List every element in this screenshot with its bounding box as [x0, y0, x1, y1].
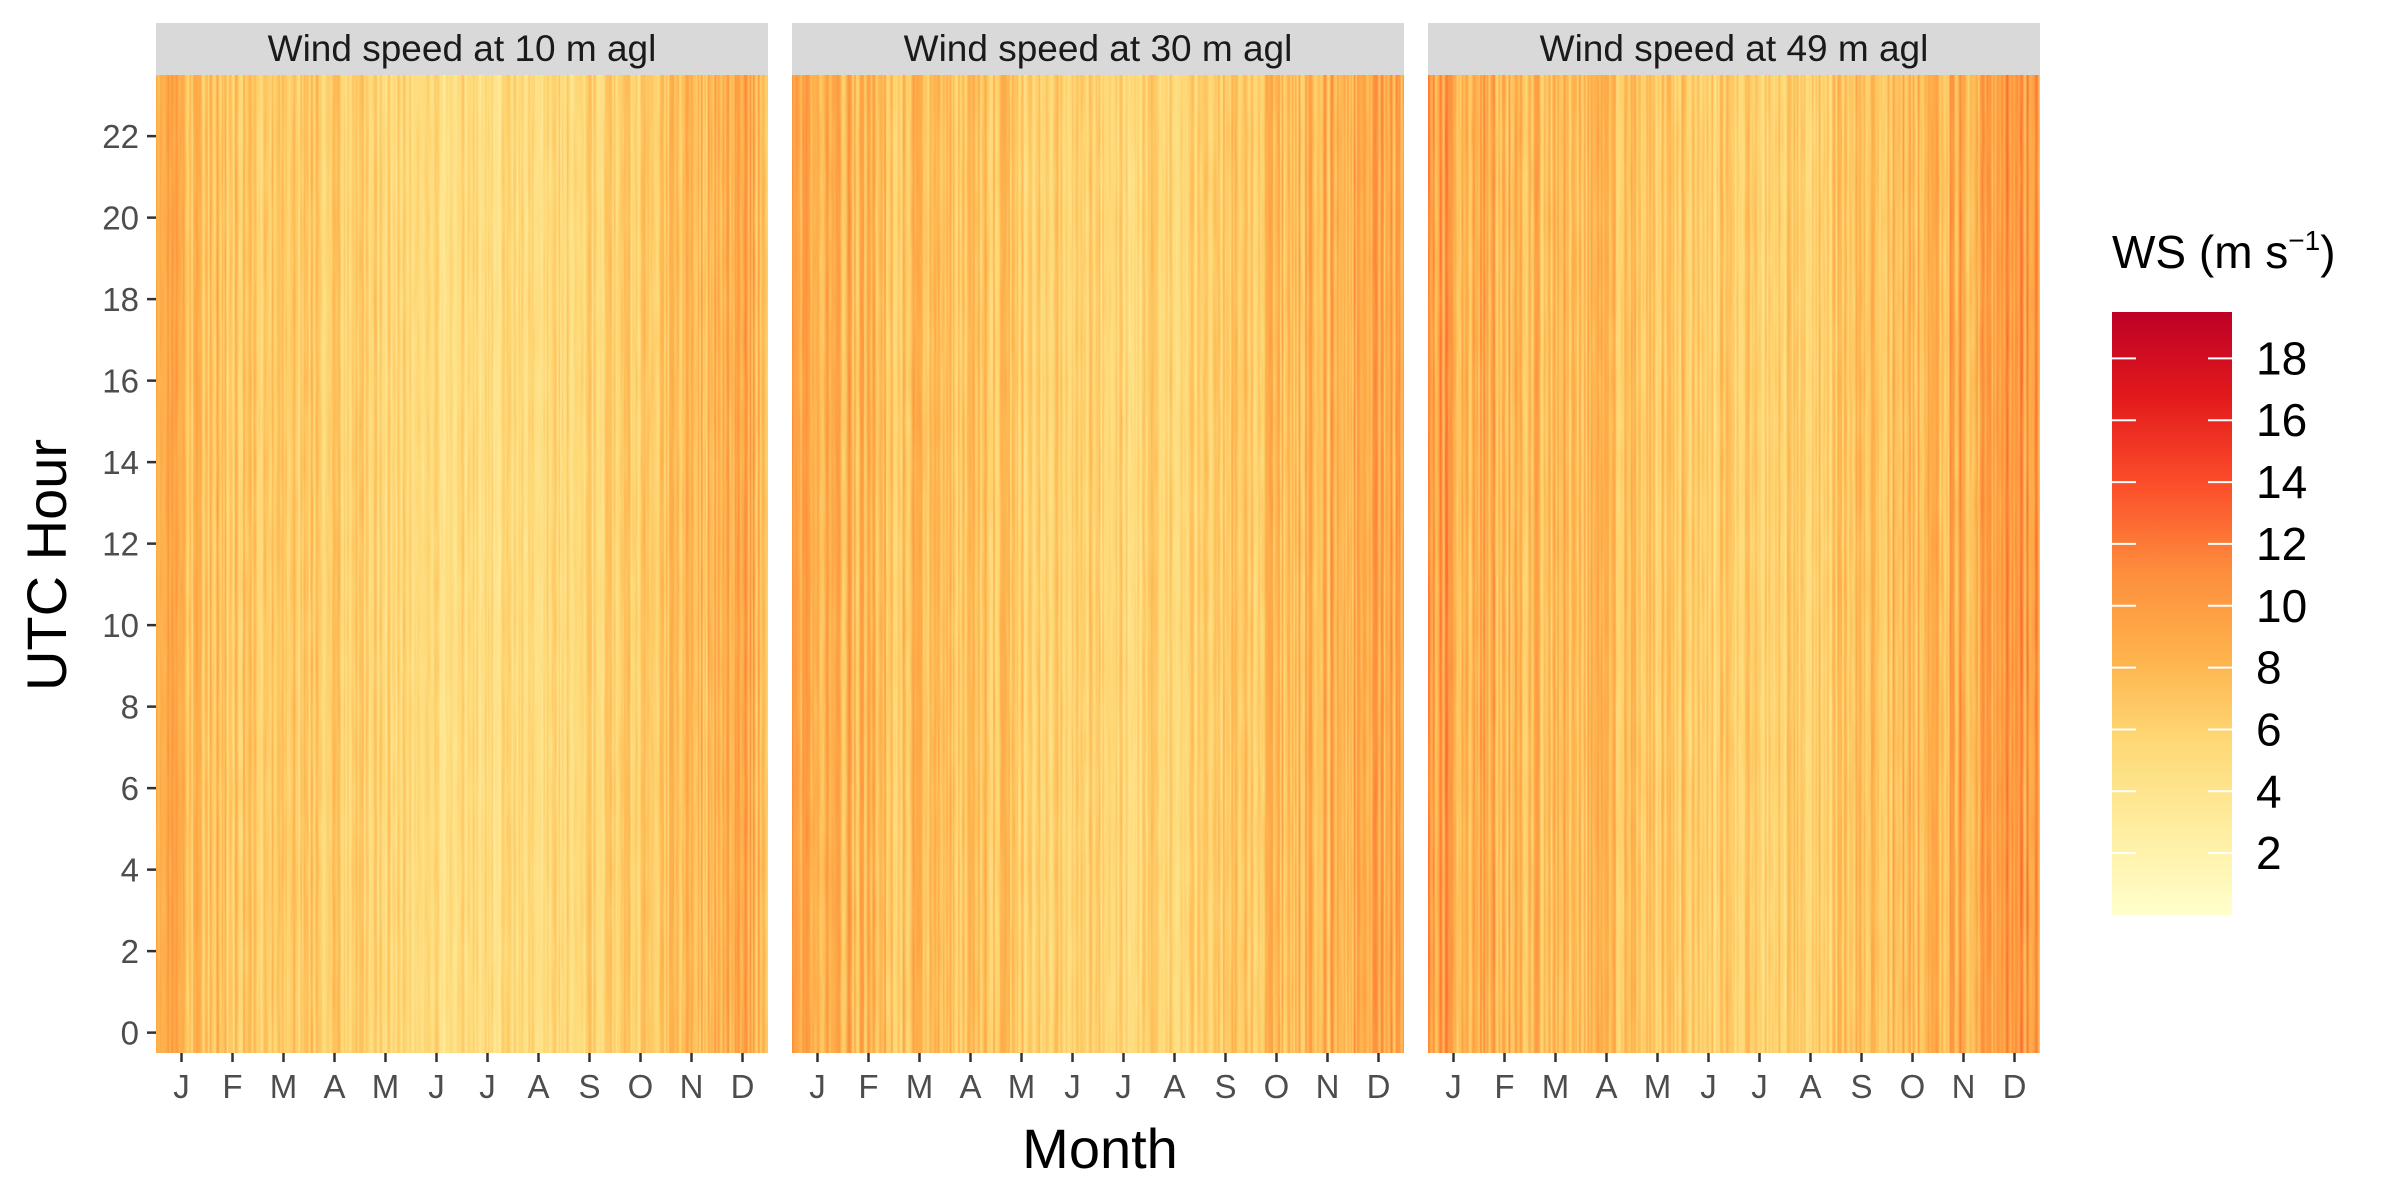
- x-tick-label: J: [173, 1068, 190, 1105]
- y-tick-label: 14: [102, 444, 139, 481]
- y-tick-label: 10: [102, 607, 139, 644]
- facet-strip: [156, 23, 768, 75]
- x-tick-label: J: [1064, 1068, 1081, 1105]
- x-tick-label: J: [479, 1068, 496, 1105]
- legend-tick-label: 12: [2256, 518, 2307, 570]
- x-tick-label: A: [1799, 1068, 1821, 1105]
- legend-tick-label: 16: [2256, 394, 2307, 446]
- x-tick-label: M: [270, 1068, 298, 1105]
- x-tick-label: F: [222, 1068, 242, 1105]
- x-tick-label: J: [1751, 1068, 1768, 1105]
- y-axis-title: UTC Hour: [15, 439, 78, 691]
- legend-tick-label: 10: [2256, 580, 2307, 632]
- x-tick-label: A: [1595, 1068, 1617, 1105]
- legend-colorbar: [2112, 312, 2232, 915]
- x-tick-label: M: [1644, 1068, 1672, 1105]
- x-tick-label: M: [906, 1068, 934, 1105]
- x-tick-label: A: [527, 1068, 549, 1105]
- y-tick-label: 12: [102, 526, 139, 563]
- x-tick-label: S: [578, 1068, 600, 1105]
- legend-tick-label: 6: [2256, 703, 2282, 755]
- x-tick-label: J: [428, 1068, 445, 1105]
- facet-strip-title: Wind speed at 10 m agl: [268, 28, 657, 69]
- x-tick-label: A: [1163, 1068, 1185, 1105]
- x-tick-label: J: [1115, 1068, 1132, 1105]
- y-tick-label: 8: [121, 689, 139, 726]
- heatmap-cells: [156, 75, 768, 1053]
- x-axis-title: Month: [1022, 1117, 1178, 1180]
- x-tick-label: M: [372, 1068, 400, 1105]
- y-tick-label: 0: [121, 1015, 139, 1052]
- y-axis: 0 2 4 6 8 10 12 14 16 18 20 22: [102, 118, 156, 1052]
- legend-ticks: 2 4 6 8 10 12 14 16 18: [2112, 332, 2307, 879]
- y-tick-label: 4: [121, 852, 139, 889]
- heatmap-cells: [1428, 75, 2040, 1053]
- x-tick-label: N: [680, 1068, 704, 1105]
- facet-strip: [1428, 23, 2040, 75]
- legend-tick-label: 18: [2256, 332, 2307, 384]
- x-tick-label: M: [1008, 1068, 1036, 1105]
- legend-title: WS (m s−1): [2112, 225, 2336, 278]
- y-tick-label: 2: [121, 933, 139, 970]
- x-tick-label: F: [1494, 1068, 1514, 1105]
- x-tick-label: D: [731, 1068, 755, 1105]
- x-tick-label: S: [1214, 1068, 1236, 1105]
- legend-tick-label: 2: [2256, 827, 2282, 879]
- facet-strip-title: Wind speed at 49 m agl: [1540, 28, 1929, 69]
- heatmap-cells: [792, 75, 1404, 1053]
- x-tick-label: O: [1900, 1068, 1926, 1105]
- x-tick-label: J: [1700, 1068, 1717, 1105]
- x-tick-label: N: [1952, 1068, 1976, 1105]
- y-tick-label: 22: [102, 118, 139, 155]
- legend-gradient: [2112, 312, 2232, 915]
- facet-strip-title: Wind speed at 30 m agl: [904, 28, 1293, 69]
- x-tick-label: F: [858, 1068, 878, 1105]
- x-tick-label: J: [809, 1068, 826, 1105]
- y-tick-label: 6: [121, 770, 139, 807]
- legend-tick-label: 8: [2256, 642, 2282, 694]
- legend-tick-label: 14: [2256, 456, 2307, 508]
- x-tick-label: M: [1542, 1068, 1570, 1105]
- x-tick-label: D: [1367, 1068, 1391, 1105]
- x-tick-label: N: [1316, 1068, 1340, 1105]
- y-tick-label: 16: [102, 363, 139, 400]
- x-tick-label: J: [1445, 1068, 1462, 1105]
- color-legend: WS (m s−1) 2 4 6 8 10 12 14 16 18: [2112, 225, 2336, 915]
- facet-strip: [792, 23, 1404, 75]
- x-tick-label: O: [1264, 1068, 1290, 1105]
- x-tick-label: O: [628, 1068, 654, 1105]
- y-tick-label: 20: [102, 200, 139, 237]
- x-tick-label: D: [2003, 1068, 2027, 1105]
- legend-tick-label: 4: [2256, 765, 2282, 817]
- x-tick-label: A: [959, 1068, 981, 1105]
- x-tick-label: S: [1850, 1068, 1872, 1105]
- x-tick-label: A: [323, 1068, 345, 1105]
- y-tick-label: 18: [102, 281, 139, 318]
